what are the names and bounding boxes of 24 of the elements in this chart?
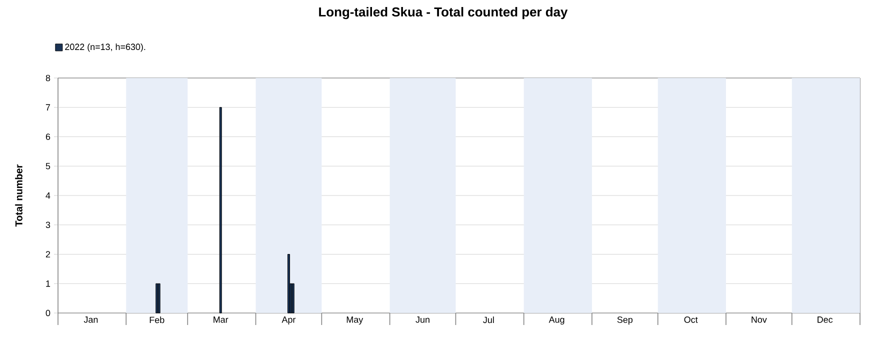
x-tick-label: Jun [416,316,430,323]
chart-title: Long-tailed Skua - Total counted per day [319,7,568,20]
x-tick-label: Nov [752,316,767,323]
x-tick-label: May [346,316,364,325]
y-tick-label: 1 [46,280,50,287]
x-tick-label: Apr [282,316,296,325]
y-tick-label: 3 [46,222,50,228]
y-tick-label: 4 [46,192,50,199]
legend-label: 2022 (n=13, h=630). [65,43,146,52]
x-tick-label: Jul [483,316,494,324]
x-tick-label: Aug [548,316,564,325]
x-tick-label: Dec [818,316,833,323]
x-tick-label: Jan [84,316,98,323]
y-tick-label: 0 [46,310,50,316]
x-tick-label: Oct [684,316,698,323]
y-tick-label: 6 [46,134,50,140]
y-tick-label: 8 [46,74,50,82]
y-axis-title: Total number [15,164,22,227]
x-tick-label: Feb [150,316,164,324]
y-tick-label: 5 [46,162,50,170]
x-tick-label: Mar [214,316,228,323]
x-tick-label: Sep [617,316,632,325]
y-tick-label: 7 [46,104,50,110]
y-tick-label: 2 [46,251,50,258]
